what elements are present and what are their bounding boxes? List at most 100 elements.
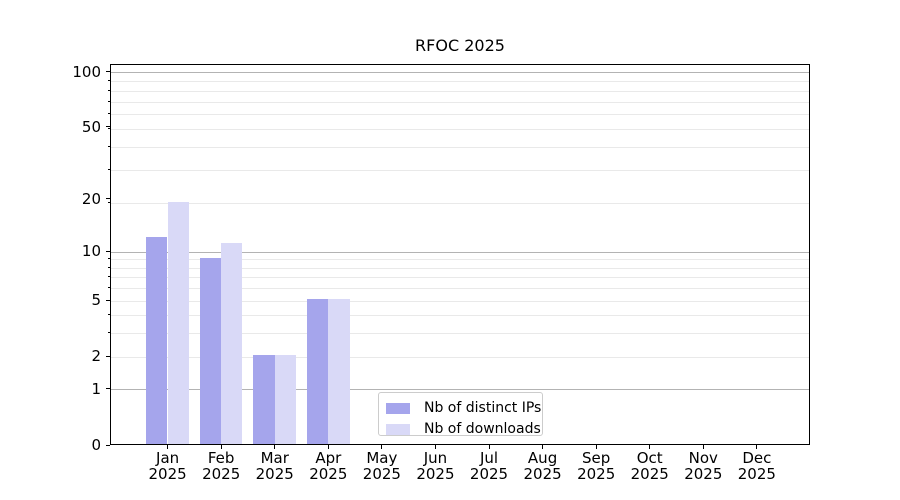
y-axis-tick-mark — [105, 444, 110, 446]
y-axis-minor-tick-mark — [107, 146, 110, 148]
x-axis-tick-mark — [542, 445, 544, 449]
y-axis-minor-tick-mark — [107, 80, 110, 82]
y-axis-minor-tick-mark — [107, 314, 110, 316]
month-label: Feb — [207, 449, 235, 467]
legend-swatch — [386, 424, 410, 435]
minor-gridline — [111, 315, 809, 317]
x-axis-label-apr: Apr 2025 — [296, 450, 360, 482]
x-axis-tick-mark — [274, 445, 276, 449]
year-label: 2025 — [684, 465, 723, 483]
minor-gridline — [111, 114, 809, 116]
x-axis-tick-mark — [702, 445, 704, 449]
y-axis-minor-tick-mark — [107, 355, 110, 357]
year-label: 2025 — [255, 465, 294, 483]
y-axis-label-50: 50 — [81, 117, 101, 136]
year-label: 2025 — [737, 465, 776, 483]
y-axis-minor-tick-mark — [107, 169, 110, 171]
plot-area — [110, 64, 810, 445]
chart-title: RFOC 2025 — [415, 36, 505, 55]
x-axis-tick-mark — [488, 445, 490, 449]
minor-gridline — [111, 333, 809, 335]
month-label: Dec — [742, 449, 772, 467]
year-label: 2025 — [523, 465, 562, 483]
bar-downloads-jan — [167, 201, 189, 444]
x-axis-label-mar: Mar 2025 — [243, 450, 307, 482]
y-axis-label-20: 20 — [81, 189, 101, 208]
y-axis-minor-tick-mark — [107, 113, 110, 115]
bar-distinct-ips-apr — [306, 299, 329, 444]
y-axis-tick-mark — [105, 198, 110, 200]
x-axis-label-oct: Oct 2025 — [618, 450, 682, 482]
month-label: Jul — [479, 449, 499, 467]
y-axis-tick-mark — [105, 388, 110, 390]
legend-item: Nb of downloads — [386, 419, 542, 440]
year-label: 2025 — [309, 465, 348, 483]
y-axis-minor-tick-mark — [107, 299, 110, 301]
x-axis-label-sep: Sep 2025 — [564, 450, 628, 482]
year-label: 2025 — [577, 465, 616, 483]
y-axis-minor-tick-mark — [107, 128, 110, 130]
major-gridline — [111, 389, 809, 391]
year-label: 2025 — [202, 465, 241, 483]
minor-gridline — [111, 170, 809, 172]
x-axis-label-jul: Jul 2025 — [457, 450, 521, 482]
y-axis-label-5: 5 — [91, 291, 101, 310]
minor-gridline — [111, 81, 809, 83]
x-axis-tick-mark — [167, 445, 169, 449]
x-axis-tick-mark — [220, 445, 222, 449]
month-label: Mar — [260, 449, 289, 467]
legend-label: Nb of distinct IPs — [424, 400, 542, 416]
x-axis-tick-mark — [649, 445, 651, 449]
bar-distinct-ips-mar — [253, 355, 275, 444]
bar-distinct-ips-jan — [146, 236, 168, 444]
y-axis-minor-tick-mark — [107, 258, 110, 260]
minor-gridline — [111, 203, 809, 205]
minor-gridline — [111, 147, 809, 149]
month-label: May — [366, 449, 398, 467]
x-axis-tick-mark — [595, 445, 597, 449]
y-axis-label-2: 2 — [91, 347, 101, 366]
month-label: Aug — [527, 449, 558, 467]
year-label: 2025 — [416, 465, 455, 483]
minor-gridline — [111, 288, 809, 290]
y-axis-label-10: 10 — [81, 242, 101, 260]
y-axis-minor-tick-mark — [107, 287, 110, 289]
x-axis-tick-mark — [756, 445, 758, 449]
bar-distinct-ips-feb — [199, 257, 222, 444]
bar-downloads-apr — [328, 299, 350, 444]
y-axis-minor-tick-mark — [107, 332, 110, 334]
y-axis-tick-mark — [105, 71, 110, 73]
x-axis-label-jun: Jun 2025 — [403, 450, 467, 482]
minor-gridline — [111, 356, 809, 358]
y-axis-label-100: 100 — [72, 62, 101, 81]
month-label: Apr — [315, 449, 342, 467]
y-axis-minor-tick-mark — [107, 100, 110, 102]
x-axis-label-jan: Jan 2025 — [136, 450, 200, 482]
bar-downloads-mar — [274, 355, 297, 444]
legend: Nb of distinct IPs Nb of downloads — [378, 392, 543, 437]
minor-gridline — [111, 277, 809, 279]
minor-gridline — [111, 300, 809, 302]
month-label: Sep — [582, 449, 611, 467]
legend-label: Nb of downloads — [424, 421, 541, 437]
year-label: 2025 — [469, 465, 509, 483]
x-axis-label-nov: Nov 2025 — [671, 450, 735, 482]
y-axis-minor-tick-mark — [107, 89, 110, 91]
y-axis-tick-mark — [105, 126, 110, 128]
month-label: Oct — [636, 449, 663, 467]
x-axis-label-aug: Aug 2025 — [511, 450, 575, 482]
year-label: 2025 — [630, 465, 669, 483]
x-axis-label-dec: Dec 2025 — [725, 450, 789, 482]
minor-gridline — [111, 101, 809, 103]
x-axis-tick-mark — [381, 445, 383, 449]
y-axis-minor-tick-mark — [107, 202, 110, 204]
year-label: 2025 — [148, 465, 187, 483]
month-label: Jan — [156, 449, 180, 467]
y-axis-minor-tick-mark — [107, 276, 110, 278]
y-axis-tick-mark — [105, 250, 110, 252]
legend-swatch — [386, 403, 410, 414]
minor-gridline — [111, 90, 809, 92]
minor-gridline — [111, 259, 809, 261]
month-label: Nov — [688, 449, 718, 467]
